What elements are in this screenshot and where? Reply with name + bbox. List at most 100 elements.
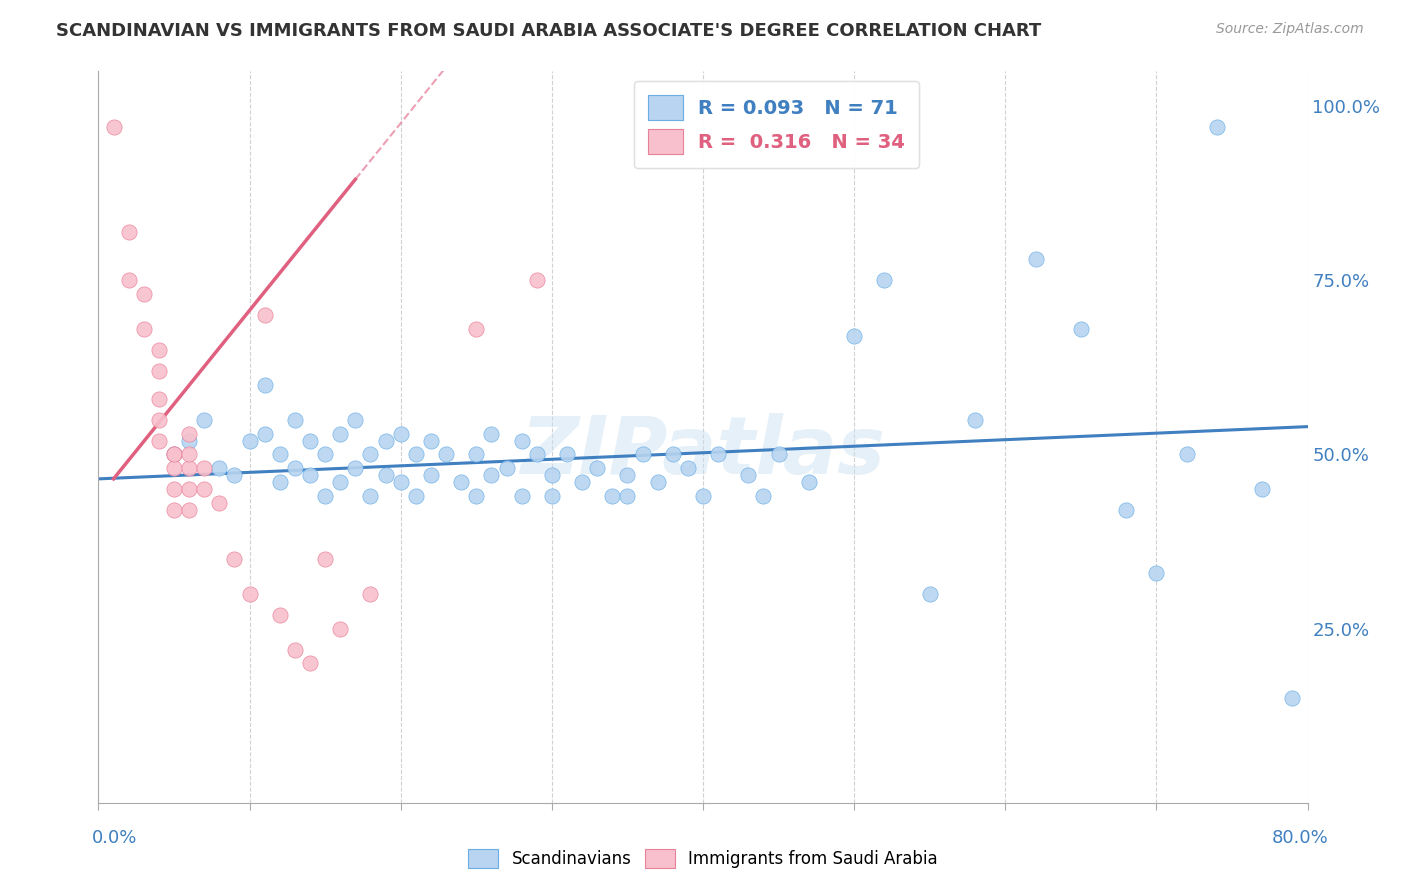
Point [495, 461, 517, 475]
Point [148, 343, 170, 357]
Point [148, 412, 170, 426]
Point [284, 642, 307, 657]
Point [1115, 503, 1137, 517]
Point [661, 448, 683, 462]
Text: 80.0%: 80.0% [1272, 829, 1329, 847]
Point [269, 475, 291, 490]
Point [179, 503, 201, 517]
Point [193, 412, 215, 426]
Point [540, 489, 562, 503]
Text: ZIPatlas: ZIPatlas [520, 413, 886, 491]
Point [540, 468, 562, 483]
Point [616, 489, 638, 503]
Point [420, 468, 443, 483]
Point [344, 461, 367, 475]
Point [571, 475, 593, 490]
Point [844, 329, 866, 343]
Point [163, 448, 186, 462]
Point [434, 448, 457, 462]
Point [768, 448, 790, 462]
Point [676, 461, 699, 475]
Point [752, 489, 775, 503]
Point [253, 377, 276, 392]
Point [631, 448, 654, 462]
Point [797, 475, 820, 490]
Point [602, 489, 624, 503]
Point [299, 657, 322, 671]
Point [405, 489, 427, 503]
Point [163, 461, 186, 475]
Point [253, 308, 276, 322]
Point [1175, 448, 1198, 462]
Point [510, 489, 533, 503]
Point [873, 273, 896, 287]
Point [284, 412, 307, 426]
Point [707, 448, 730, 462]
Point [179, 448, 201, 462]
Legend: Scandinavians, Immigrants from Saudi Arabia: Scandinavians, Immigrants from Saudi Ara… [461, 842, 945, 875]
Point [360, 448, 382, 462]
Point [1281, 691, 1303, 706]
Point [1251, 483, 1274, 497]
Point [269, 448, 291, 462]
Point [148, 364, 170, 378]
Point [314, 448, 336, 462]
Point [118, 225, 141, 239]
Point [360, 587, 382, 601]
Point [1144, 566, 1167, 580]
Point [208, 496, 231, 510]
Point [193, 461, 215, 475]
Point [329, 622, 352, 636]
Point [481, 426, 503, 441]
Point [1070, 322, 1092, 336]
Point [163, 503, 186, 517]
Point [420, 434, 443, 448]
Point [132, 287, 155, 301]
Point [118, 273, 141, 287]
Point [208, 461, 231, 475]
Point [179, 483, 201, 497]
Point [360, 489, 382, 503]
Legend: R = 0.093   N = 71, R =  0.316   N = 34: R = 0.093 N = 71, R = 0.316 N = 34 [634, 81, 918, 168]
Text: SCANDINAVIAN VS IMMIGRANTS FROM SAUDI ARABIA ASSOCIATE'S DEGREE CORRELATION CHAR: SCANDINAVIAN VS IMMIGRANTS FROM SAUDI AR… [56, 22, 1042, 40]
Point [1024, 252, 1046, 267]
Point [103, 120, 125, 134]
Point [148, 392, 170, 406]
Point [389, 475, 412, 490]
Point [616, 468, 638, 483]
Text: 0.0%: 0.0% [91, 829, 136, 847]
Point [737, 468, 759, 483]
Point [374, 434, 396, 448]
Point [344, 412, 367, 426]
Point [299, 434, 322, 448]
Point [647, 475, 669, 490]
Point [163, 448, 186, 462]
Point [586, 461, 609, 475]
Point [918, 587, 941, 601]
Point [179, 461, 201, 475]
Point [555, 448, 578, 462]
Point [224, 468, 246, 483]
Point [465, 448, 488, 462]
Point [526, 448, 548, 462]
Point [179, 434, 201, 448]
Point [1206, 120, 1229, 134]
Point [465, 322, 488, 336]
Point [692, 489, 714, 503]
Point [299, 468, 322, 483]
Point [284, 461, 307, 475]
Point [405, 448, 427, 462]
Point [526, 273, 548, 287]
Point [132, 322, 155, 336]
Point [193, 483, 215, 497]
Point [239, 434, 262, 448]
Point [269, 607, 291, 622]
Point [314, 552, 336, 566]
Point [314, 489, 336, 503]
Point [389, 426, 412, 441]
Point [374, 468, 396, 483]
Point [253, 426, 276, 441]
Point [465, 489, 488, 503]
Point [239, 587, 262, 601]
Point [450, 475, 472, 490]
